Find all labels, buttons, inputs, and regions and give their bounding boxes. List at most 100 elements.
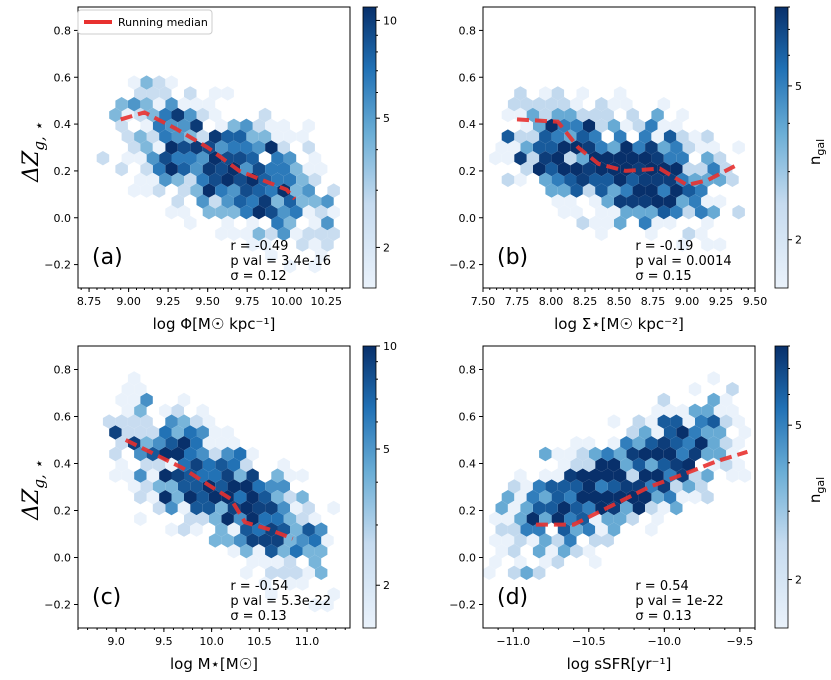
hexbin-cell — [246, 468, 259, 483]
hexbin-cell — [314, 205, 328, 220]
hexbin-cell — [208, 129, 222, 144]
hexbin-cell — [177, 479, 191, 494]
hexbin-cell — [221, 446, 234, 462]
hexbin-cell — [296, 490, 309, 505]
hexbin-cell — [308, 237, 322, 252]
hexbin-cell — [190, 161, 203, 177]
hexbin-cell — [607, 183, 621, 198]
hexbin-cell — [557, 479, 571, 494]
hexbin-cell — [277, 118, 290, 133]
hexbin-cell — [115, 118, 128, 133]
panel-label: (b) — [497, 245, 528, 270]
hexbin-cell — [277, 161, 290, 177]
hexbin-cell — [296, 576, 309, 591]
hexbin-cell — [277, 479, 290, 494]
hexbin-cell — [613, 446, 627, 462]
hexbin-cell — [620, 457, 633, 472]
hexbin-cell — [252, 118, 266, 133]
x-tick-label: 9.00 — [675, 295, 700, 308]
hexbin-cell — [532, 565, 546, 580]
hexbin-cell — [539, 129, 552, 144]
hexbin-cell — [327, 205, 340, 220]
hexbin-cell — [115, 457, 128, 472]
stat-sigma: σ = 0.13 — [230, 609, 286, 624]
y-tick-label: 0.2 — [54, 505, 72, 518]
hexbin-cell — [140, 140, 153, 155]
colorbar: 2 5 10 — [362, 6, 397, 289]
hexbin-cell — [545, 479, 558, 494]
hexbin-cell — [657, 414, 671, 429]
hexbin-cell — [688, 194, 702, 209]
hexbin-cell — [601, 107, 614, 123]
y-tick-label: 0.2 — [459, 165, 477, 178]
x-axis-label: log sSFR[yr⁻¹] — [567, 655, 672, 673]
hexbin-cell — [252, 544, 266, 559]
hexbin-cell — [670, 140, 683, 155]
hexbin-cell — [159, 403, 172, 418]
hexbin-cell — [695, 183, 708, 198]
hexbin-cell — [726, 172, 739, 187]
hexbin-cell — [576, 215, 589, 231]
hexbin-cell — [202, 205, 216, 220]
hexbin-cell — [589, 533, 602, 548]
hexbin-cell — [134, 151, 147, 166]
x-tick-label: 9.0 — [107, 635, 125, 648]
hexbin-cell — [240, 522, 253, 537]
hexbin-cell — [202, 414, 216, 429]
hexbin-cell — [564, 533, 577, 548]
hexbin-cell — [613, 215, 627, 231]
hexbin-cell — [246, 194, 259, 209]
hexbin-cell — [570, 457, 583, 472]
hexbin-cell — [308, 151, 322, 166]
hexbin-cell — [283, 468, 297, 483]
hexbin-cell — [545, 161, 558, 177]
hexbin-cell — [233, 490, 247, 505]
hexbin-cell — [638, 151, 652, 166]
hexbin-cell — [240, 457, 253, 472]
hexbin-cell — [601, 446, 614, 462]
stat-p-value: p val = 1e-22 — [635, 594, 723, 609]
hexbin-cell — [184, 172, 197, 187]
hexbin-cell — [109, 446, 122, 462]
hexbin-cell — [146, 172, 160, 187]
hexbin-cell — [196, 194, 209, 209]
hexbin-cell — [215, 436, 228, 451]
hexbin-cell — [265, 479, 278, 494]
hexbin-cell — [146, 129, 160, 144]
hexbin-cell — [215, 500, 228, 516]
hexbin-cell — [265, 226, 278, 241]
hexbin-cell — [651, 129, 664, 144]
hexbin-cell — [127, 371, 141, 386]
y-tick-label: −0.2 — [449, 259, 476, 272]
hexbin-cell — [626, 151, 639, 166]
panel-label: (a) — [92, 245, 123, 270]
x-tick-label: 7.75 — [505, 295, 530, 308]
hexbin-cell — [489, 511, 502, 526]
hexbin-cell — [564, 151, 577, 166]
hexbin-cell — [532, 479, 546, 494]
hexbin-cell — [732, 436, 745, 451]
hexbin-cell — [308, 172, 322, 187]
hexbin-cell — [184, 425, 197, 440]
hexbin-cell — [551, 194, 565, 209]
hexbin-cell — [507, 565, 521, 580]
hexbin-cell — [177, 140, 191, 155]
hexbin-cell — [127, 183, 141, 198]
hexbin-cell — [570, 436, 583, 451]
hexbin-cell — [127, 75, 141, 90]
x-tick-label: −10.5 — [572, 635, 606, 648]
hexbin-cell — [283, 172, 297, 187]
hexbin-cell — [115, 97, 128, 112]
hexbin-cell — [695, 436, 708, 451]
hexbin-cell — [221, 425, 234, 440]
hexbin-cell — [613, 194, 627, 209]
hexbin-cell — [682, 161, 695, 177]
hexbin-cell — [221, 533, 234, 548]
hexbin-cell — [607, 118, 621, 133]
hexbin-cell — [645, 500, 658, 516]
hexbin-cell — [140, 457, 153, 472]
hexbin-cell — [215, 140, 228, 155]
hexbin-cell — [165, 97, 178, 112]
hexbin-cell — [545, 140, 558, 155]
hexbin-cell — [620, 118, 633, 133]
